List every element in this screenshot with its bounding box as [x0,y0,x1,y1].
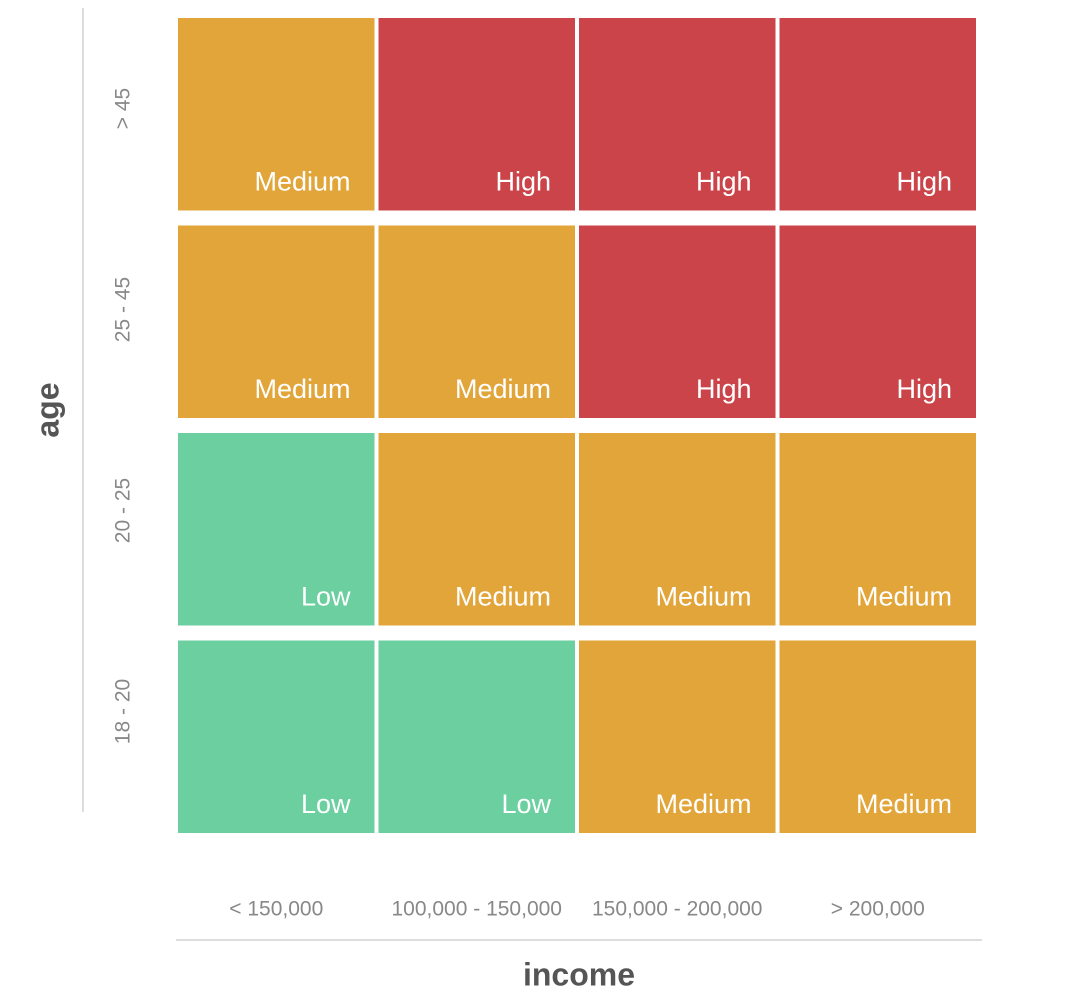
cell-label: Medium [254,167,350,197]
y-tick-label: > 45 [112,88,135,129]
cell-label: Medium [455,374,551,404]
cell-label: Medium [655,789,751,819]
heatmap-cell [378,225,575,418]
heatmap-cell [378,640,575,833]
cell-label: Medium [856,582,952,612]
y-axis-title: age [29,382,65,437]
heatmap-cell [779,225,976,418]
cell-label: High [696,167,752,197]
y-tick-label: 25 - 45 [112,277,135,342]
heatmap-cell [579,18,776,211]
cell-label: Low [301,582,351,612]
y-tick-label: 20 - 25 [112,478,135,543]
heatmap-cell [178,18,375,211]
cell-label: High [696,374,752,404]
heatmap-cell [178,225,375,418]
heatmap-cell [178,433,375,626]
heatmap-cell [178,640,375,833]
heatmap-cell [779,18,976,211]
x-axis-title: income [523,956,635,992]
x-tick-label: > 200,000 [831,898,925,921]
x-tick-label: 150,000 - 200,000 [592,898,762,921]
cell-label: High [495,167,551,197]
cell-label: Low [301,789,351,819]
heatmap-cell [378,433,575,626]
cell-label: Low [501,789,551,819]
heatmap-cell [579,433,776,626]
cell-label: High [896,374,952,404]
cell-label: Medium [655,582,751,612]
heatmap-cell [579,225,776,418]
x-tick-label: 100,000 - 150,000 [392,898,562,921]
heatmap-cell [378,18,575,211]
x-tick-label: < 150,000 [229,898,323,921]
cell-label: Medium [856,789,952,819]
cell-label: High [896,167,952,197]
cell-label: Medium [455,582,551,612]
heatmap-cell [579,640,776,833]
heatmap-cell [779,640,976,833]
y-tick-label: 18 - 20 [112,679,135,744]
cell-label: Medium [254,374,350,404]
heatmap-cell [779,433,976,626]
